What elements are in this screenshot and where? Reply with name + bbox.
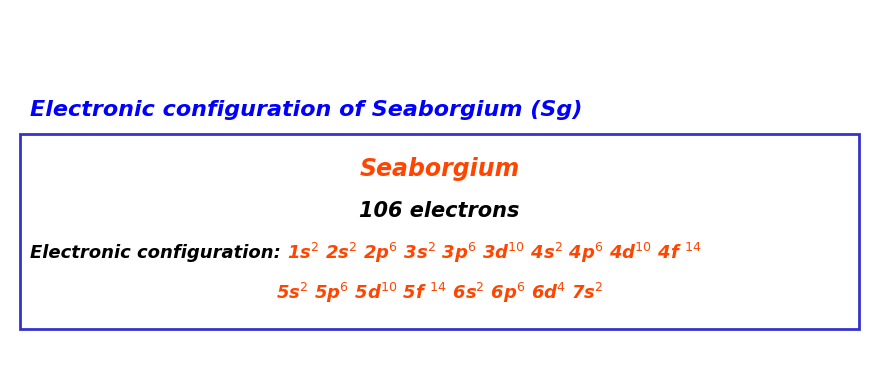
Text: Seaborgium: Seaborgium: [359, 157, 519, 181]
Text: 106 electrons: 106 electrons: [359, 201, 519, 221]
Text: Electronic configuration:: Electronic configuration:: [30, 244, 287, 262]
Text: Electronic configuration of Seaborgium (Sg): Electronic configuration of Seaborgium (…: [30, 100, 582, 120]
Text: 5s$^{2}$ 5p$^{6}$ 5d$^{10}$ 5f $^{14}$ 6s$^{2}$ 6p$^{6}$ 6d$^{4}$ 7s$^{2}$: 5s$^{2}$ 5p$^{6}$ 5d$^{10}$ 5f $^{14}$ 6…: [276, 281, 602, 305]
Bar: [20, 134, 858, 329]
Text: 1s$^{2}$ 2s$^{2}$ 2p$^{6}$ 3s$^{2}$ 3p$^{6}$ 3d$^{10}$ 4s$^{2}$ 4p$^{6}$ 4d$^{10: 1s$^{2}$ 2s$^{2}$ 2p$^{6}$ 3s$^{2}$ 3p$^…: [287, 241, 701, 265]
